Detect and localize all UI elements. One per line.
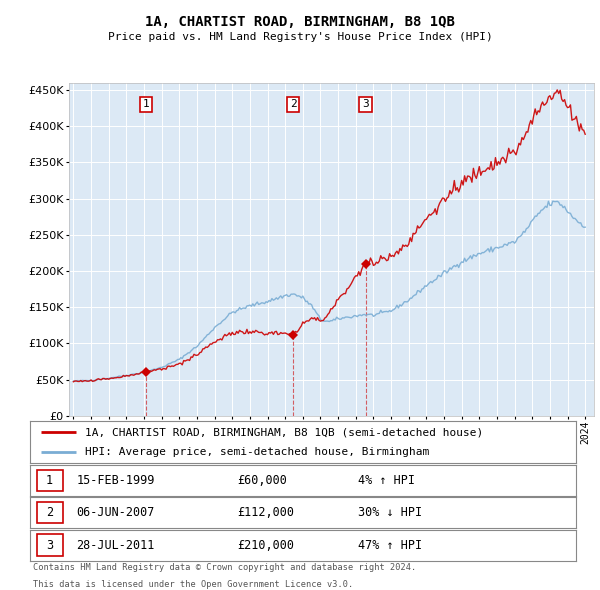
Text: £210,000: £210,000: [238, 539, 295, 552]
Text: 2: 2: [290, 99, 296, 109]
Text: 1: 1: [46, 474, 53, 487]
Text: This data is licensed under the Open Government Licence v3.0.: This data is licensed under the Open Gov…: [33, 580, 353, 589]
Text: £112,000: £112,000: [238, 506, 295, 519]
Text: 1A, CHARTIST ROAD, BIRMINGHAM, B8 1QB (semi-detached house): 1A, CHARTIST ROAD, BIRMINGHAM, B8 1QB (s…: [85, 427, 483, 437]
FancyBboxPatch shape: [37, 535, 63, 556]
Text: 1A, CHARTIST ROAD, BIRMINGHAM, B8 1QB: 1A, CHARTIST ROAD, BIRMINGHAM, B8 1QB: [145, 15, 455, 29]
Text: Price paid vs. HM Land Registry's House Price Index (HPI): Price paid vs. HM Land Registry's House …: [107, 32, 493, 42]
FancyBboxPatch shape: [37, 502, 63, 523]
Text: 15-FEB-1999: 15-FEB-1999: [76, 474, 155, 487]
Text: 3: 3: [362, 99, 369, 109]
Text: 1: 1: [143, 99, 149, 109]
Text: 06-JUN-2007: 06-JUN-2007: [76, 506, 155, 519]
Text: 28-JUL-2011: 28-JUL-2011: [76, 539, 155, 552]
Text: 47% ↑ HPI: 47% ↑ HPI: [358, 539, 422, 552]
FancyBboxPatch shape: [37, 470, 63, 491]
Text: 4% ↑ HPI: 4% ↑ HPI: [358, 474, 415, 487]
Text: 30% ↓ HPI: 30% ↓ HPI: [358, 506, 422, 519]
Text: Contains HM Land Registry data © Crown copyright and database right 2024.: Contains HM Land Registry data © Crown c…: [33, 563, 416, 572]
Text: 3: 3: [46, 539, 53, 552]
Text: £60,000: £60,000: [238, 474, 287, 487]
Text: 2: 2: [46, 506, 53, 519]
Text: HPI: Average price, semi-detached house, Birmingham: HPI: Average price, semi-detached house,…: [85, 447, 429, 457]
